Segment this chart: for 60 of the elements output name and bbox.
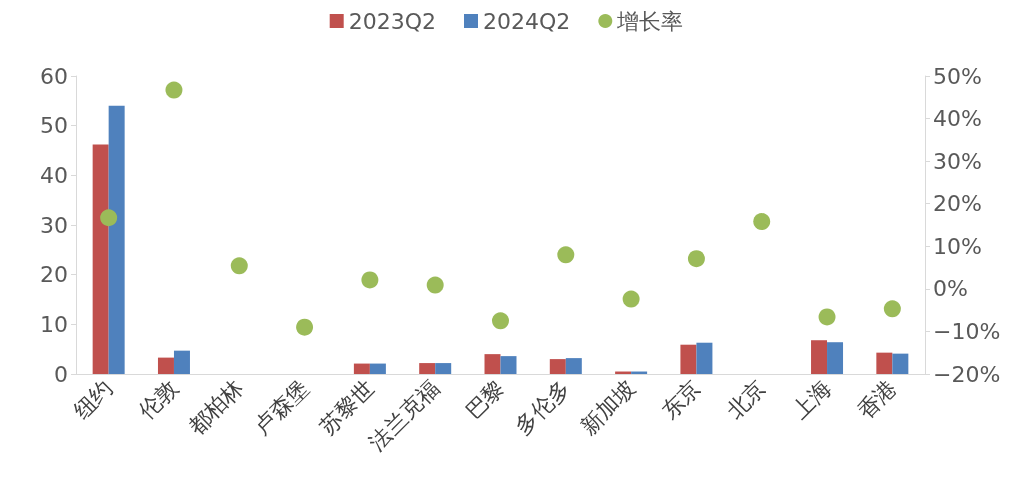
bar [369, 363, 386, 374]
bar [173, 350, 190, 374]
y2-tick-label: 0% [933, 276, 968, 302]
point [622, 290, 640, 308]
point [818, 308, 836, 326]
y2-tick-label: −10% [933, 318, 1001, 344]
y2-tick-label: 40% [933, 106, 982, 132]
x-tick-label: 上海 [787, 375, 836, 424]
bar [680, 344, 697, 374]
point [165, 81, 183, 99]
y2-tick-label: 20% [933, 191, 982, 217]
bar [549, 359, 566, 374]
y-tick-label: 60 [40, 63, 68, 89]
bar [92, 144, 109, 374]
x-tick-label: 巴黎 [460, 375, 510, 424]
bar [876, 352, 893, 374]
bar [353, 363, 370, 374]
point [687, 250, 705, 268]
y-tick-label: 0 [54, 361, 68, 387]
y2-tick-label: 50% [933, 63, 982, 89]
bar [827, 342, 844, 374]
point [883, 300, 901, 318]
bar [435, 363, 452, 374]
point [557, 246, 575, 264]
x-tick-label: 卢森堡 [249, 375, 314, 440]
bar [696, 342, 713, 374]
bar [484, 354, 501, 374]
legend-label: 2023Q2 [348, 8, 437, 34]
bar [565, 358, 582, 374]
y2-tick-label: −20% [933, 361, 1001, 387]
x-tick-label: 北京 [721, 375, 771, 424]
y-tick-label: 50 [40, 113, 68, 139]
bar [108, 105, 125, 374]
point [296, 318, 314, 336]
bar [157, 357, 174, 374]
y-tick-label: 40 [40, 162, 68, 188]
point [492, 312, 509, 330]
point [100, 209, 118, 227]
x-tick-label: 东京 [656, 375, 706, 424]
point [753, 213, 771, 231]
x-tick-label: 多伦多 [510, 375, 575, 440]
x-tick-label: 新加坡 [575, 375, 640, 440]
point [426, 276, 444, 294]
bar [419, 363, 436, 374]
y-tick-label: 30 [40, 212, 68, 238]
legend-label: 2024Q2 [483, 8, 571, 34]
y-tick-label: 10 [40, 311, 68, 337]
x-tick-label: 香港 [852, 375, 902, 424]
y2-tick-label: 30% [933, 148, 982, 174]
x-tick-label: 都柏林 [183, 375, 249, 440]
x-tick-label: 伦敦 [134, 375, 183, 424]
x-tick-label: 纽约 [68, 375, 118, 424]
bar [811, 340, 828, 374]
y2-tick-label: 10% [933, 233, 982, 259]
bar [892, 353, 909, 374]
y-tick-label: 20 [40, 262, 68, 288]
point [230, 257, 248, 275]
legend-label: 增长率 [616, 8, 684, 34]
point [361, 271, 379, 289]
bar [500, 356, 517, 374]
